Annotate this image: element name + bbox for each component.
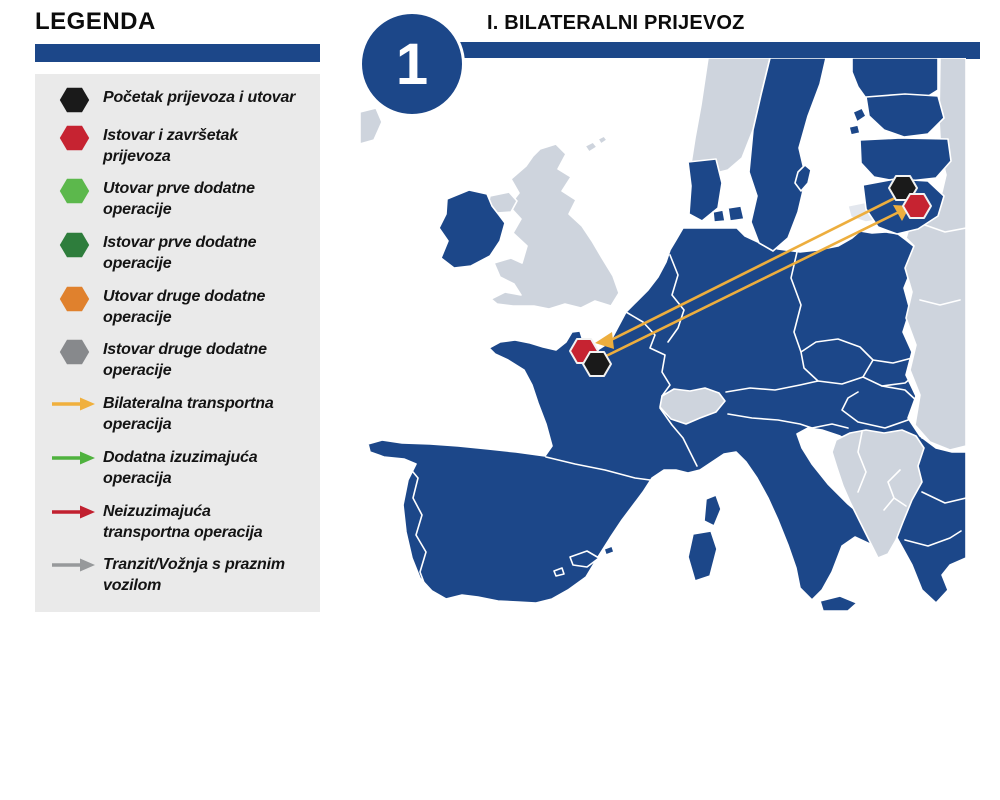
border-romania-bulgaria	[921, 491, 966, 504]
gotland	[794, 164, 812, 192]
sicily	[819, 595, 858, 612]
border-germany-poland	[790, 251, 802, 353]
route-arrowhead-france	[595, 332, 614, 349]
denmark-zealand	[727, 205, 745, 222]
hexagon-gray-icon	[45, 339, 103, 365]
estonia	[865, 93, 945, 138]
denmark	[687, 158, 723, 222]
legend-item-start-loading: Početak prijevoza i utovar	[45, 87, 310, 113]
legend-item-bilateral-operation: Bilateralna transportna operacija	[45, 393, 310, 435]
border-belarus-ukraine	[919, 224, 966, 306]
legend-item-transit-empty: Tranzit/Vožnja s praznim vozilom	[45, 554, 310, 596]
legend-item-label: Neizuzimajuća transportna operacija	[103, 502, 263, 541]
map-section-title: I. BILATERALNI PRIJEVOZ	[487, 12, 745, 34]
marker-start-loading-france	[582, 351, 612, 377]
route-france-to-lithuania	[599, 210, 900, 361]
border-benelux-germany	[667, 254, 685, 343]
switzerland	[659, 387, 726, 425]
legend-item-label: Dodatna izuzimajuća operacija	[103, 448, 258, 487]
shetland-2	[597, 135, 608, 145]
arrow-gray-icon	[45, 554, 103, 572]
legend-item-label: Utovar prve dodatne operacije	[103, 180, 255, 219]
legend-item-label: Utovar druge dodatne operacije	[103, 287, 266, 326]
bilateral-routes	[595, 194, 910, 361]
border-france-italy	[659, 407, 698, 467]
hexagon-black-icon	[45, 87, 103, 113]
ibiza	[553, 567, 565, 577]
section-number-badge: 1	[359, 11, 465, 117]
hexagon-darkgreen-icon	[45, 232, 103, 258]
arrow-green-icon	[45, 447, 103, 465]
ireland	[438, 189, 506, 269]
hexagon-lightgreen-icon	[45, 178, 103, 204]
legend-item-loading-second-additional: Utovar druge dodatne operacije	[45, 286, 310, 328]
legend-panel: Početak prijevoza i utovar Istovar i zav…	[35, 74, 320, 612]
legend-item-label: Istovar druge dodatne operacije	[103, 341, 267, 380]
border-poland-slovakia	[872, 357, 913, 364]
border-bulgaria-greece	[904, 530, 962, 547]
estonia-island-2	[848, 124, 861, 136]
map-title-bar	[430, 42, 980, 59]
europe-map	[360, 58, 966, 612]
sweden	[748, 58, 827, 252]
border-slovakia-hungary	[862, 373, 917, 387]
legend-item-unloading-second-additional: Istovar druge dodatne operacije	[45, 339, 310, 381]
arrow-yellow-icon	[45, 393, 103, 411]
border-hungary	[841, 385, 919, 429]
legend-item-label: Tranzit/Vožnja s praznim vozilom	[103, 556, 285, 595]
legend-divider-bar	[35, 44, 320, 62]
minorca	[603, 545, 615, 556]
border-spain-france	[545, 456, 651, 481]
latvia	[859, 137, 952, 183]
northwest-corner-land	[360, 107, 383, 145]
border-austria-north	[725, 380, 819, 393]
border-portugal-spain	[407, 465, 427, 589]
marker-unloading-end-lithuania	[902, 193, 932, 219]
route-lithuania-to-france	[608, 194, 900, 343]
hexagon-orange-icon	[45, 286, 103, 312]
hexagon-red-icon	[45, 125, 103, 151]
shetland-1	[584, 141, 598, 153]
border-austria-slovenia	[727, 413, 813, 429]
arrow-red-icon	[45, 501, 103, 519]
legend-item-label: Početak prijevoza i utovar	[103, 89, 296, 106]
border-czechia	[800, 338, 874, 385]
legend-item-unloading-end: Istovar i završetak prijevoza	[45, 125, 310, 167]
legend-item-label: Bilateralna transportna operacija	[103, 395, 274, 434]
section-number: 1	[395, 31, 429, 97]
legend-item-label: Istovar prve dodatne operacije	[103, 233, 257, 273]
legend-title: LEGENDA	[35, 8, 156, 35]
sardinia	[687, 530, 718, 582]
legend-item-unloading-first-additional: Istovar prve dodatne operacije	[45, 232, 310, 274]
legend-item-label: Istovar i završetak prijevoza	[103, 126, 238, 165]
corsica	[703, 494, 722, 527]
estonia-island-1	[852, 107, 867, 123]
border-slovenia-croatia	[811, 423, 849, 429]
majorca	[569, 550, 600, 568]
border-bosnia-serbia	[857, 431, 907, 511]
legend-item-additional-exempting: Dodatna izuzimajuća operacija	[45, 447, 310, 489]
balkans	[831, 429, 925, 559]
legend-item-loading-first-additional: Utovar prve dodatne operacije	[45, 178, 310, 220]
legend-item-non-exempting: Neizuzimajuća transportna operacija	[45, 501, 310, 543]
great-britain	[490, 143, 620, 310]
denmark-funen	[712, 209, 726, 223]
